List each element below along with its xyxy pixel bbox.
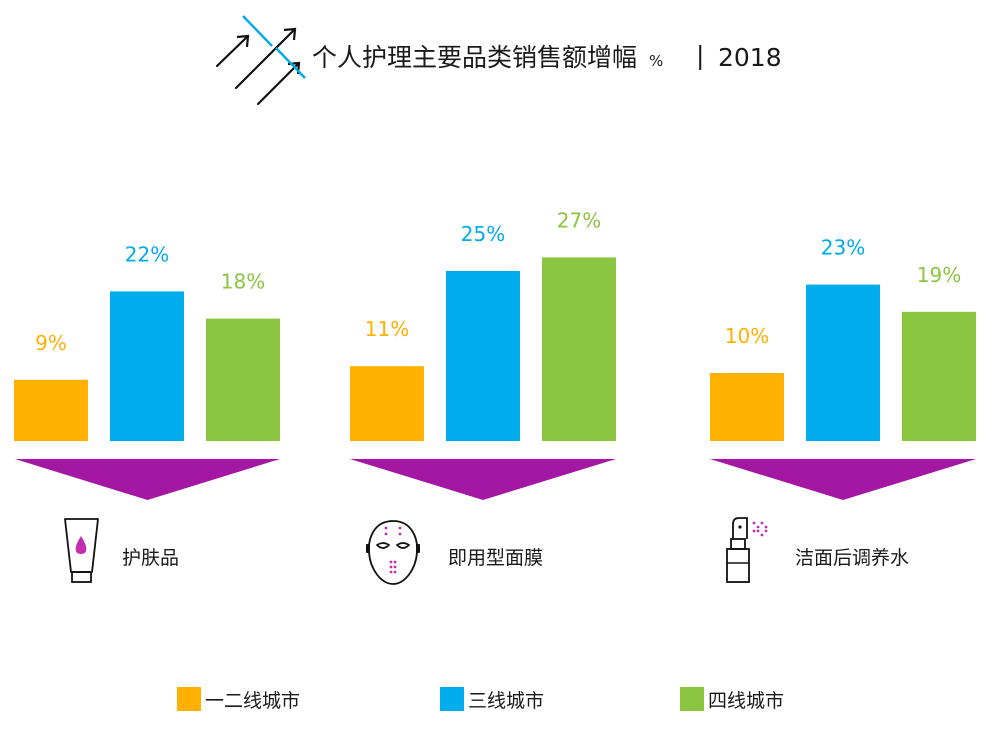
lotion-tube-icon <box>64 518 99 583</box>
chart-title-main: 个人护理主要品类销售额增幅 <box>312 43 637 72</box>
mask-dot <box>393 565 397 569</box>
bar <box>542 257 616 441</box>
bar-value-label: 27% <box>557 208 601 232</box>
bar <box>806 284 880 441</box>
mist-dot <box>760 533 764 537</box>
title-arrows-icon <box>215 15 306 106</box>
mask-dot <box>384 526 388 530</box>
bottle-body <box>726 548 750 583</box>
legend-swatch <box>680 687 704 711</box>
lotion-drop <box>75 536 87 554</box>
mask-dot <box>389 565 393 569</box>
bar-groups: 9% 22% 18% 护肤品 11% 25% 27% 即用型面膜 10% 23% 19% 洁面后调养水 <box>14 208 976 585</box>
bar-value-label: 25% <box>461 222 505 246</box>
mist-dot <box>756 525 760 529</box>
legend-item: 一二线城市 <box>177 687 300 712</box>
mask-dot <box>393 570 397 574</box>
title-arrow-shaft <box>215 34 250 68</box>
category-label: 即用型面膜 <box>448 547 543 569</box>
mist-dot <box>752 521 756 525</box>
bar-value-label: 19% <box>917 263 961 287</box>
bar-value-label: 10% <box>725 324 769 348</box>
mist-dot <box>760 521 764 525</box>
bar-value-label: 9% <box>35 331 67 355</box>
title-accent-line <box>275 47 306 79</box>
bar <box>110 291 184 441</box>
mask-eye <box>375 542 391 549</box>
chart-title-separator: | <box>696 41 704 70</box>
bar-value-label: 23% <box>821 236 865 260</box>
bar <box>446 271 520 441</box>
category-arrow <box>710 459 976 500</box>
bar-value-label: 11% <box>365 317 409 341</box>
bar-group: 9% 22% 18% 护肤品 <box>14 242 280 569</box>
title-arrow-shaft <box>234 27 297 90</box>
legend-label: 一二线城市 <box>205 690 300 712</box>
mask-strap <box>366 544 370 553</box>
nozzle-hole <box>738 525 742 529</box>
mask-strap <box>416 544 420 553</box>
spray-bottle-icon <box>726 517 768 583</box>
tube-body <box>64 518 99 573</box>
legend-swatch <box>440 687 464 711</box>
title-arrow-shaft <box>256 61 301 106</box>
legend-label: 三线城市 <box>468 690 544 712</box>
legend-swatch <box>177 687 201 711</box>
bar <box>710 373 784 441</box>
bar-value-label: 22% <box>125 242 169 266</box>
chart-title-year: 2018 <box>718 43 782 72</box>
mask-eye <box>395 542 411 549</box>
legend-label: 四线城市 <box>708 690 784 712</box>
bottle-neck <box>730 538 746 550</box>
mist-dot <box>752 529 756 533</box>
bottle-nozzle <box>732 517 748 539</box>
category-arrow <box>350 459 616 500</box>
title-accent-line <box>242 15 273 47</box>
mist-dot <box>764 529 768 533</box>
mask-dot <box>393 560 397 564</box>
bar-group: 11% 25% 27% 即用型面膜 <box>350 208 616 569</box>
bar <box>350 366 424 441</box>
title-arrow-head <box>236 34 250 48</box>
title-arrow-head <box>283 27 297 41</box>
legend-item: 三线城市 <box>440 687 544 712</box>
mask-outline <box>368 520 418 585</box>
mask-dot <box>389 570 393 574</box>
chart-title: 个人护理主要品类销售额增幅 % | 2018 <box>312 41 782 72</box>
bar <box>14 379 88 441</box>
chart-title-unit: % <box>649 52 663 70</box>
mask-dot <box>384 532 388 536</box>
category-arrow <box>15 459 280 500</box>
legend-item: 四线城市 <box>680 687 784 712</box>
bar <box>902 311 976 441</box>
legend: 一二线城市 三线城市 四线城市 <box>177 687 784 712</box>
mist-dot <box>756 529 760 533</box>
category-label: 洁面后调养水 <box>795 547 909 569</box>
bar-group: 10% 23% 19% 洁面后调养水 <box>710 236 976 569</box>
bar <box>206 318 280 441</box>
mist-dot <box>764 525 768 529</box>
mask-dot <box>398 532 402 536</box>
tube-cap <box>71 571 92 583</box>
category-label: 护肤品 <box>122 547 179 569</box>
mask-dot <box>389 560 393 564</box>
face-mask-icon <box>366 520 420 585</box>
mask-dot <box>398 526 402 530</box>
bar-value-label: 18% <box>221 270 265 294</box>
